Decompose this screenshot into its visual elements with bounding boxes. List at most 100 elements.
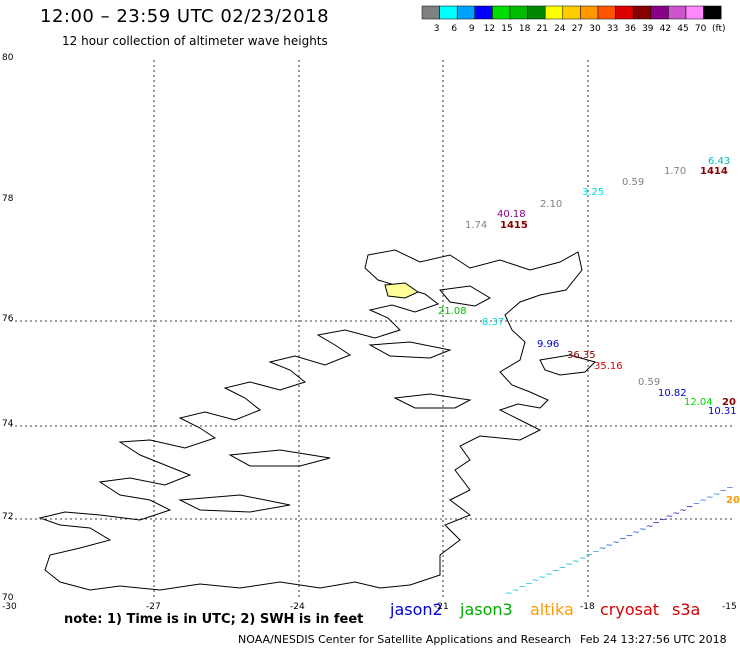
fjord-outline (368, 341, 452, 359)
track-marker: ~ (585, 551, 593, 561)
wave-height-label: 35.16 (594, 361, 623, 372)
legend-swatch (580, 5, 599, 20)
legend-label: 27 (572, 24, 583, 34)
wave-height-label: 1.74 (465, 220, 487, 231)
credit-timestamp: Feb 24 13:27:56 UTC 2018 (580, 633, 727, 646)
legend-swatch (474, 5, 493, 20)
lon-label: -21 (434, 602, 449, 612)
wave-height-label: 0.59 (622, 177, 644, 188)
track-marker: ~ (518, 583, 526, 593)
track-marker: ~ (572, 557, 580, 567)
wave-height-label: 1414 (700, 166, 728, 177)
lat-label: 80 (2, 53, 14, 63)
legend-swatch (509, 5, 528, 20)
satellite-altika: altika (530, 600, 574, 619)
legend-swatch (527, 5, 546, 20)
track-marker: ~ (599, 544, 607, 554)
track-marker: ~ (693, 499, 701, 509)
lon-label: -24 (290, 602, 305, 612)
wave-height-label: 10.82 (658, 388, 687, 399)
track-marker: ~ (639, 525, 647, 535)
legend-label: 9 (469, 24, 475, 34)
wave-height-observations: 6.43 1.70 1414 0.59 3.25 2.10 40.18 1.74 1415 21.… (438, 156, 740, 506)
track-marker: ~ (659, 515, 667, 525)
satellite-jason3: jason3 (460, 600, 513, 619)
track-marker: ~ (632, 528, 640, 538)
lon-label: -30 (2, 602, 17, 612)
track-marker: ~ (532, 576, 540, 586)
island-outline (539, 354, 596, 376)
wave-height-label: 6.43 (708, 156, 730, 167)
track-marker: ~ (612, 538, 620, 548)
wave-height-label: 21.08 (438, 306, 467, 317)
legend-label: 3 (434, 24, 440, 34)
legend-label: 18 (519, 24, 531, 34)
track-marker: ~ (559, 563, 567, 573)
track-marker: ~ (679, 506, 687, 516)
wave-height-label: 0.59 (638, 377, 660, 388)
legend-swatch (632, 5, 652, 20)
island-outline (439, 285, 492, 307)
wave-height-label: 36.35 (567, 350, 596, 361)
track-marker: ~ (619, 535, 627, 545)
wave-height-label: 10.31 (708, 406, 737, 417)
fjord-outline (393, 393, 472, 409)
legend-swatch (562, 5, 581, 20)
track-marker: ~ (606, 541, 614, 551)
wave-height-label: 2.10 (540, 199, 562, 210)
track-marker: ~ (666, 512, 674, 522)
ice-patch (384, 282, 420, 299)
track-marker: ~ (505, 589, 513, 599)
legend-swatch (421, 5, 440, 20)
legend-label: 39 (642, 24, 654, 34)
wave-height-label: 1415 (500, 220, 528, 231)
legend-label: 30 (589, 24, 601, 34)
lon-label: -18 (580, 602, 595, 612)
legend-label: 15 (501, 24, 512, 34)
lat-label: 72 (2, 512, 13, 522)
satellite-jason2: jason2 (390, 600, 443, 619)
coastline (38, 249, 596, 591)
track-marker: ~ (552, 567, 560, 577)
track-marker: ~ (652, 519, 660, 529)
legend-label: 36 (624, 24, 636, 34)
legend-swatch (703, 5, 722, 20)
legend-label: 42 (660, 24, 671, 34)
wave-height-label: 12.04 (684, 397, 713, 408)
track-marker: ~ (706, 493, 714, 503)
legend-swatch (650, 5, 669, 20)
footer-note: note: 1) Time is in UTC; 2) SWH is in fe… (64, 612, 364, 627)
satellite-s3a: s3a (672, 600, 701, 619)
track-marker: ~ (525, 579, 533, 589)
lon-label: -27 (146, 602, 161, 612)
wave-height-label: 20 (726, 495, 740, 506)
map-title: 12:00 – 23:59 UTC 02/23/2018 (40, 6, 330, 27)
lat-axis-labels: 80 78 76 74 72 70 (2, 53, 14, 603)
wave-height-label: 1.70 (664, 166, 686, 177)
lat-lon-grid (10, 60, 735, 600)
track-marker: ~ (646, 522, 654, 532)
legend-swatch (668, 5, 687, 20)
wave-height-label: 8.37 (482, 317, 504, 328)
track-marker: ~ (512, 586, 520, 596)
legend-label: 45 (677, 24, 688, 34)
track-marker: ~ (545, 570, 553, 580)
track-marker: ~ (686, 503, 694, 513)
wave-height-label: 3.25 (582, 187, 604, 198)
legend-label: 21 (536, 24, 547, 34)
legend-swatch (456, 5, 476, 20)
legend-swatch (597, 5, 616, 20)
lat-label: 78 (2, 194, 14, 204)
track-marker: ~ (539, 573, 547, 583)
legend-swatch (615, 5, 634, 20)
satellite-cryosat: cryosat (600, 600, 660, 619)
lon-axis-labels: -30 -27 -24 -21 -18 -15 (2, 602, 737, 612)
fjord-outline (228, 449, 331, 467)
legend-swatch (439, 5, 458, 20)
coastline-main (38, 249, 583, 591)
legend-label: 33 (607, 24, 618, 34)
track-marker: ~ (726, 483, 734, 493)
wave-height-label: 9.96 (537, 339, 559, 350)
legend-swatch (685, 5, 704, 20)
